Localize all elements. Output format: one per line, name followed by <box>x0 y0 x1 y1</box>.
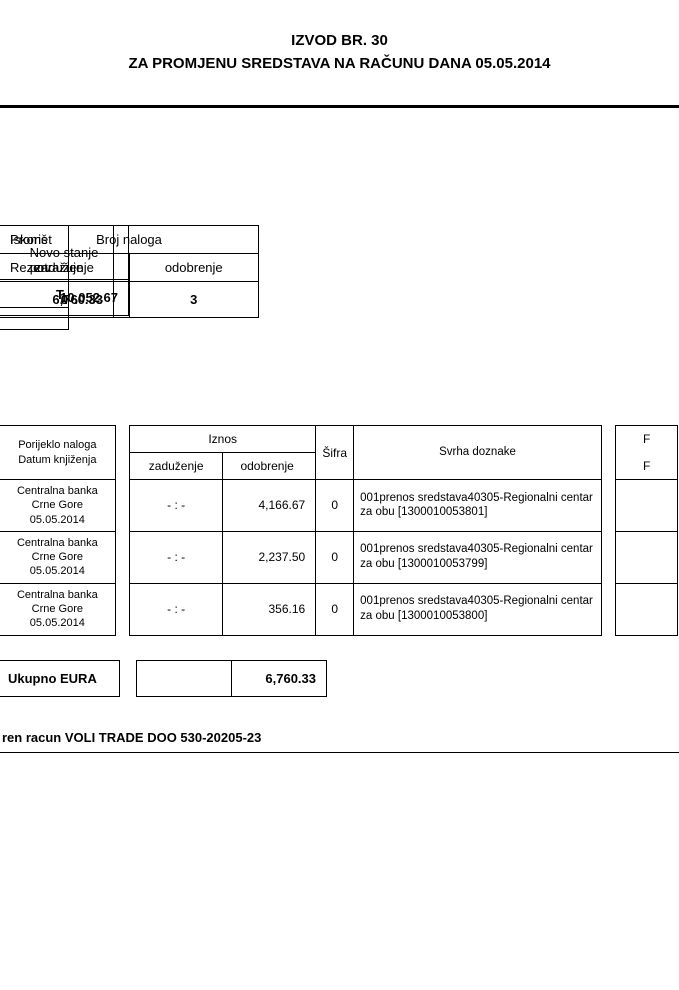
cell-origin: Centralna banka Crne Gore05.05.2014 <box>0 583 115 635</box>
document-title: IZVOD BR. 30 ZA PROMJENU SREDSTAVA NA RA… <box>0 30 679 75</box>
col-zaduzenje: zaduženje <box>130 453 223 480</box>
cell-odobrenje: 4,166.67 <box>223 480 316 532</box>
iskoris-table: Iskoriš Rezerv T <box>0 225 69 330</box>
footer-rule <box>0 752 679 753</box>
cell-extra <box>616 583 678 635</box>
cell-zaduzenje: - : - <box>130 480 223 532</box>
table-row: Centralna banka Crne Gore05.05.2014 - : -… <box>0 531 678 583</box>
rezerv-header: Rezerv <box>0 254 69 282</box>
iskoris-header: Iskoriš <box>0 226 69 254</box>
odobrenje-value: 3 <box>129 282 259 318</box>
divider <box>0 105 679 108</box>
title-line-1: IZVOD BR. 30 <box>0 30 679 53</box>
detail-table: Porijeklo naloga Datum knjiženja Iznos Š… <box>0 425 678 636</box>
footer-note: ren racun VOLI TRADE DOO 530-20205-23 <box>0 730 261 745</box>
odobrenje-header: odobrenje <box>129 254 259 282</box>
cell-odobrenje: 356.16 <box>223 583 316 635</box>
col-svrha: Svrha doznake <box>354 426 602 480</box>
iskoris-blank <box>0 308 69 330</box>
cell-sifra: 0 <box>316 531 354 583</box>
cell-zaduzenje: - : - <box>130 531 223 583</box>
cell-zaduzenje: - : - <box>130 583 223 635</box>
total-table: Ukupno EURA 6,760.33 <box>0 660 327 697</box>
col-extra-1: F <box>616 426 678 453</box>
cell-sifra: 0 <box>316 480 354 532</box>
cell-svrha: 001prenos sredstava40305-Regionalni cent… <box>354 583 602 635</box>
cell-origin: Centralna banka Crne Gore05.05.2014 <box>0 480 115 532</box>
cell-odobrenje: 2,237.50 <box>223 531 316 583</box>
total-zaduzenje <box>137 661 232 697</box>
cell-extra <box>616 531 678 583</box>
col-porijeklo: Porijeklo naloga Datum knjiženja <box>0 426 115 480</box>
col-iznos: Iznos <box>130 426 316 453</box>
table-row: Centralna banka Crne Gore05.05.2014 - : -… <box>0 583 678 635</box>
cell-extra <box>616 480 678 532</box>
table-row: Centralna banka Crne Gore05.05.2014 - : -… <box>0 480 678 532</box>
cell-origin: Centralna banka Crne Gore05.05.2014 <box>0 531 115 583</box>
t-label: T <box>0 282 69 308</box>
cell-svrha: 001prenos sredstava40305-Regionalni cent… <box>354 531 602 583</box>
col-extra-2: F <box>616 453 678 480</box>
col-sifra: Šifra <box>316 426 354 480</box>
cell-sifra: 0 <box>316 583 354 635</box>
cell-svrha: 001prenos sredstava40305-Regionalni cent… <box>354 480 602 532</box>
total-odobrenje: 6,760.33 <box>232 661 327 697</box>
title-line-2: ZA PROMJENU SREDSTAVA NA RAČUNU DANA 05.… <box>0 53 679 76</box>
total-label: Ukupno EURA <box>0 661 120 697</box>
col-odobrenje: odobrenje <box>223 453 316 480</box>
